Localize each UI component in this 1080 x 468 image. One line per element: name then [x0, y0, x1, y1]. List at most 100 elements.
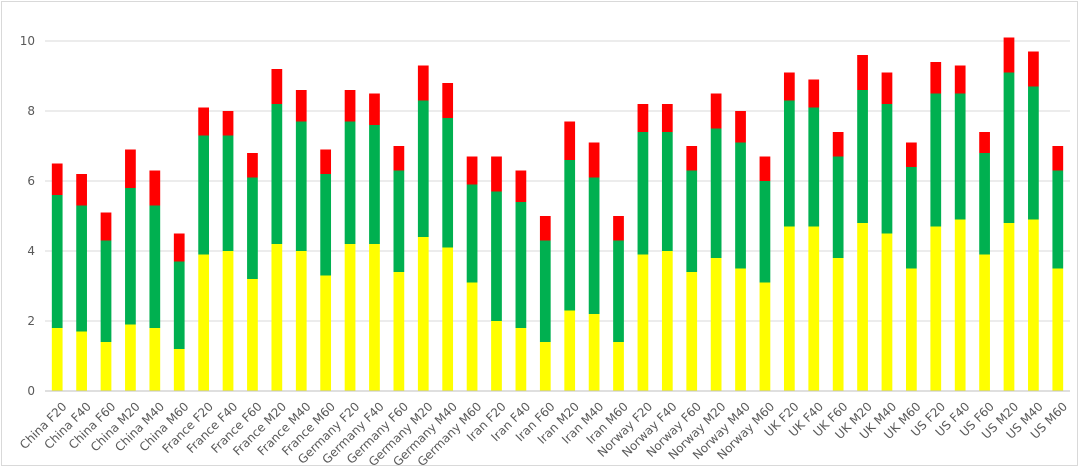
bar-segment-3 [173, 233, 185, 262]
y-tick-label: 2 [27, 314, 35, 328]
bar-segment-1 [369, 244, 380, 391]
bar-segment-1 [515, 328, 527, 391]
bar-segment-1 [442, 247, 454, 391]
bar-segment-1 [1003, 223, 1015, 391]
bar-segment-2 [857, 90, 868, 223]
bar-segment-2 [271, 104, 283, 244]
bar-segment-3 [857, 55, 868, 90]
bar-segment-3 [735, 111, 746, 143]
bar-segment-2 [832, 156, 844, 258]
bar-segment-2 [222, 135, 234, 251]
bar-segment-2 [735, 142, 746, 269]
bar-segment-2 [369, 125, 380, 244]
bar-segment-3 [1003, 37, 1015, 73]
bar-segment-2 [344, 121, 356, 244]
y-axis-tick-labels: 0 2 4 6 8 10 [20, 34, 35, 398]
bar-segment-3 [832, 132, 844, 157]
bar-segment-3 [417, 65, 429, 101]
bar-segment-1 [198, 254, 209, 391]
bar-segment-1 [808, 226, 820, 391]
bar-segment-2 [125, 188, 136, 325]
bar-segment-2 [417, 100, 429, 237]
bar-segment-1 [1028, 219, 1039, 391]
bars [51, 37, 1064, 391]
bar-segment-1 [100, 342, 112, 391]
bar-segment-1 [588, 314, 600, 391]
bar-segment-2 [686, 170, 698, 272]
bar-segment-3 [808, 79, 820, 108]
bar-segment-1 [247, 279, 258, 391]
bar-segment-2 [979, 153, 990, 255]
bar-segment-3 [198, 107, 209, 136]
bar-segment-3 [1052, 146, 1064, 171]
bar-segment-3 [613, 216, 624, 241]
bar-segment-1 [539, 342, 551, 391]
bar-segment-1 [1052, 268, 1064, 391]
bar-segment-1 [125, 324, 136, 391]
bar-segment-2 [295, 121, 307, 251]
bar-segment-3 [466, 156, 478, 185]
bar-segment-3 [100, 212, 112, 241]
bar-segment-1 [271, 244, 283, 391]
bar-segment-3 [906, 142, 917, 167]
bar-segment-2 [539, 240, 551, 342]
gridlines [45, 40, 1070, 322]
bar-segment-2 [393, 170, 405, 272]
bar-segment-2 [198, 135, 209, 255]
bar-segment-1 [783, 226, 795, 391]
bar-segment-3 [76, 174, 87, 206]
bar-segment-3 [759, 156, 771, 181]
bar-segment-2 [759, 181, 771, 283]
bar-segment-3 [515, 170, 527, 202]
bar-segment-3 [979, 132, 990, 153]
bar-segment-1 [710, 258, 722, 391]
bar-segment-1 [564, 310, 576, 391]
bar-segment-3 [661, 104, 673, 132]
bar-segment-3 [442, 83, 454, 118]
bar-segment-1 [735, 268, 746, 391]
bar-segment-1 [686, 272, 698, 391]
bar-segment-1 [979, 254, 990, 391]
bar-segment-1 [320, 275, 332, 391]
bar-segment-2 [564, 160, 576, 311]
bar-segment-2 [637, 132, 649, 255]
bar-segment-3 [564, 121, 576, 160]
bar-segment-2 [906, 167, 917, 269]
bar-segment-3 [222, 111, 234, 136]
bar-segment-3 [344, 90, 356, 122]
bar-segment-3 [930, 62, 942, 94]
bar-segment-2 [149, 205, 161, 328]
bar-segment-1 [222, 251, 234, 391]
bar-segment-1 [832, 258, 844, 391]
bar-segment-1 [954, 219, 966, 391]
bar-segment-1 [759, 282, 771, 391]
bar-segment-2 [1028, 86, 1039, 220]
bar-segment-2 [247, 177, 258, 279]
bar-segment-1 [51, 328, 63, 391]
bar-segment-3 [51, 163, 63, 195]
bar-segment-3 [247, 153, 258, 178]
bar-segment-2 [954, 93, 966, 220]
bar-segment-3 [710, 93, 722, 129]
bar-segment-1 [344, 244, 356, 391]
bar-segment-1 [661, 251, 673, 391]
bar-segment-3 [637, 104, 649, 132]
bar-segment-3 [491, 156, 502, 192]
bar-segment-2 [710, 128, 722, 258]
bar-segment-3 [125, 149, 136, 188]
y-tick-label: 8 [27, 104, 35, 118]
bar-segment-3 [149, 170, 161, 206]
bar-segment-2 [613, 240, 624, 342]
bar-segment-2 [930, 93, 942, 227]
bar-segment-2 [808, 107, 820, 227]
bar-segment-2 [76, 205, 87, 332]
bar-segment-1 [881, 233, 893, 391]
bar-segment-3 [369, 93, 380, 125]
bar-segment-1 [637, 254, 649, 391]
bar-segment-1 [906, 268, 917, 391]
y-tick-label: 4 [27, 244, 35, 258]
bar-segment-2 [320, 174, 332, 276]
bar-segment-2 [1003, 72, 1015, 223]
